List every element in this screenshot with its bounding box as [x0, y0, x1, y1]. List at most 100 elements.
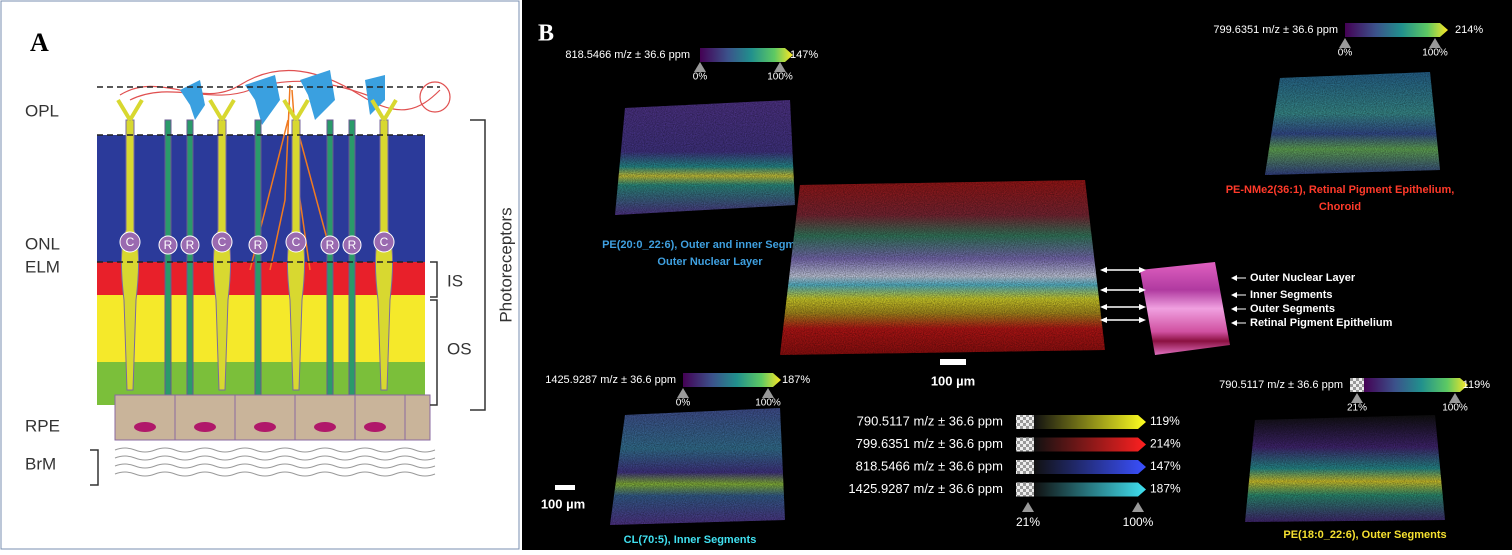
- cone-label: C: [292, 235, 301, 249]
- legend-colorbar: [1034, 482, 1146, 497]
- legend-max: 147%: [1150, 459, 1181, 473]
- ion-image-texture: [610, 408, 785, 525]
- panel-label: A: [30, 28, 49, 57]
- rod: [186, 119, 194, 396]
- arrow-head: [1100, 304, 1107, 310]
- legend-label: 818.5466 m/z ± 36.6 ppm: [856, 458, 1003, 473]
- rod-label: R: [186, 238, 195, 252]
- cone-label: C: [126, 235, 135, 249]
- rod-label: R: [164, 238, 173, 252]
- colorbar-tick: 0%: [693, 72, 708, 83]
- colorbar-tick: 100%: [1422, 48, 1448, 59]
- arrow-head: [1139, 287, 1146, 293]
- arrow-head: [1139, 304, 1146, 310]
- ion-image-panel: 790.5117 m/z ± 36.6 ppm 119% 21% 100% PE(18:…: [1219, 378, 1490, 541]
- tick-marker: [1429, 38, 1441, 48]
- colorbar: [1345, 23, 1448, 37]
- layer-label: OPL: [25, 101, 59, 120]
- histology-image: [1140, 262, 1230, 355]
- histology-label: Outer Segments: [1250, 303, 1335, 315]
- colorbar-tick: 0%: [1338, 48, 1353, 59]
- tick-marker: [1339, 38, 1351, 48]
- colorbar-tick: 100%: [767, 72, 793, 83]
- layer-label: BrM: [25, 454, 56, 473]
- colorbar-tick: 0%: [676, 398, 691, 409]
- colorbar-label: 790.5117 m/z ± 36.6 ppm: [1219, 379, 1343, 391]
- legend-tick: 100%: [1123, 515, 1154, 529]
- rpe-nucleus: [364, 422, 386, 432]
- histology-label: Inner Segments: [1250, 289, 1333, 301]
- colorbar-max: 214%: [1455, 24, 1483, 36]
- rod-label: R: [326, 238, 335, 252]
- colorbar-label: 1425.9287 m/z ± 36.6 ppm: [545, 374, 676, 386]
- tick-marker: [774, 62, 786, 72]
- colorbar: [683, 373, 781, 387]
- rod-nucleus: [248, 235, 268, 255]
- tick-marker: [1022, 502, 1034, 512]
- rod: [164, 119, 172, 396]
- bracket-label: OS: [447, 339, 472, 358]
- arrow-head: [1231, 306, 1237, 312]
- rod-nucleus: [180, 235, 200, 255]
- legend-max: 119%: [1150, 414, 1180, 428]
- scale-bar-label: 100 µm: [931, 373, 975, 388]
- histology-label: Retinal Pigment Epithelium: [1250, 317, 1393, 329]
- legend-colorbar: [1034, 415, 1146, 429]
- legend-max: 214%: [1150, 437, 1181, 451]
- colorbar-label: 799.6351 m/z ± 36.6 ppm: [1213, 24, 1338, 36]
- cone-label: C: [380, 235, 389, 249]
- ion-image-texture: [1245, 415, 1445, 522]
- arrow-head: [1100, 317, 1107, 323]
- ion-caption: PE(20:0_22:6), Outer and inner Segments: [602, 239, 818, 251]
- legend-colorbar: [1034, 437, 1146, 452]
- arrow-head: [1231, 320, 1237, 326]
- ion-image-panel: 818.5466 m/z ± 36.6 ppm 147% 0% 100% PE(20:0…: [565, 48, 818, 268]
- rod-label: R: [254, 238, 263, 252]
- panel-a: A C C C CR R R R R OPL ONL ELM RPE BrM IS OS Ph…: [0, 0, 520, 550]
- rod: [254, 119, 262, 396]
- colorbar-tick: 21%: [1347, 403, 1367, 414]
- arrow-head: [1100, 287, 1107, 293]
- scale-bar: [940, 359, 966, 365]
- cone-dendrite: [208, 98, 236, 122]
- ion-image-panel: 1425.9287 m/z ± 36.6 ppm 187% 0% 100% CL(70:…: [545, 373, 810, 546]
- photoreceptor-cells: C C C CR R R R R: [116, 98, 398, 396]
- scale-bar: [555, 485, 575, 490]
- checker: [1016, 460, 1034, 474]
- tick-marker: [762, 388, 774, 398]
- histology-label: Outer Nuclear Layer: [1250, 272, 1356, 284]
- ion-caption: PE-NMe2(36:1), Retinal Pigment Epitheliu…: [1226, 184, 1455, 196]
- cone-nucleus: [211, 231, 233, 253]
- legend-label: 799.6351 m/z ± 36.6 ppm: [856, 436, 1003, 451]
- ion-caption: Choroid: [1319, 201, 1361, 213]
- tick-marker: [694, 62, 706, 72]
- ion-caption: CL(70:5), Inner Segments: [624, 534, 757, 546]
- rpe-cells: [114, 394, 431, 441]
- tick-marker: [1449, 393, 1461, 403]
- arrow-head: [1139, 267, 1146, 273]
- colorbar-max: 147%: [790, 49, 818, 61]
- rpe-nucleus: [314, 422, 336, 432]
- colorbar: [700, 48, 793, 62]
- arrow-head: [1139, 317, 1146, 323]
- rod-label: R: [348, 238, 357, 252]
- rod-nucleus: [158, 235, 178, 255]
- legend-tick: 21%: [1016, 515, 1040, 529]
- legend-label: 1425.9287 m/z ± 36.6 ppm: [848, 481, 1003, 496]
- rod-nucleus: [320, 235, 340, 255]
- rpe-nucleus: [134, 422, 156, 432]
- colorbar-label: 818.5466 m/z ± 36.6 ppm: [565, 49, 690, 61]
- cone-nucleus: [285, 231, 307, 253]
- composite-texture: [780, 180, 1105, 355]
- tick-marker: [1132, 502, 1144, 512]
- bruchs-membrane: [114, 447, 436, 477]
- panel-b: B 818.5466 m/z ± 36.6 ppm 147% 0% 100% PE(20…: [522, 0, 1512, 550]
- colorbar-tick: 100%: [755, 398, 781, 409]
- colorbar-tick: 100%: [1442, 403, 1468, 414]
- cone-dendrite: [116, 98, 144, 122]
- cone-nucleus: [119, 231, 141, 253]
- colorbar-max: 119%: [1463, 379, 1491, 391]
- rpe-nucleus: [254, 422, 276, 432]
- cone-nucleus: [373, 231, 395, 253]
- rod: [326, 119, 334, 396]
